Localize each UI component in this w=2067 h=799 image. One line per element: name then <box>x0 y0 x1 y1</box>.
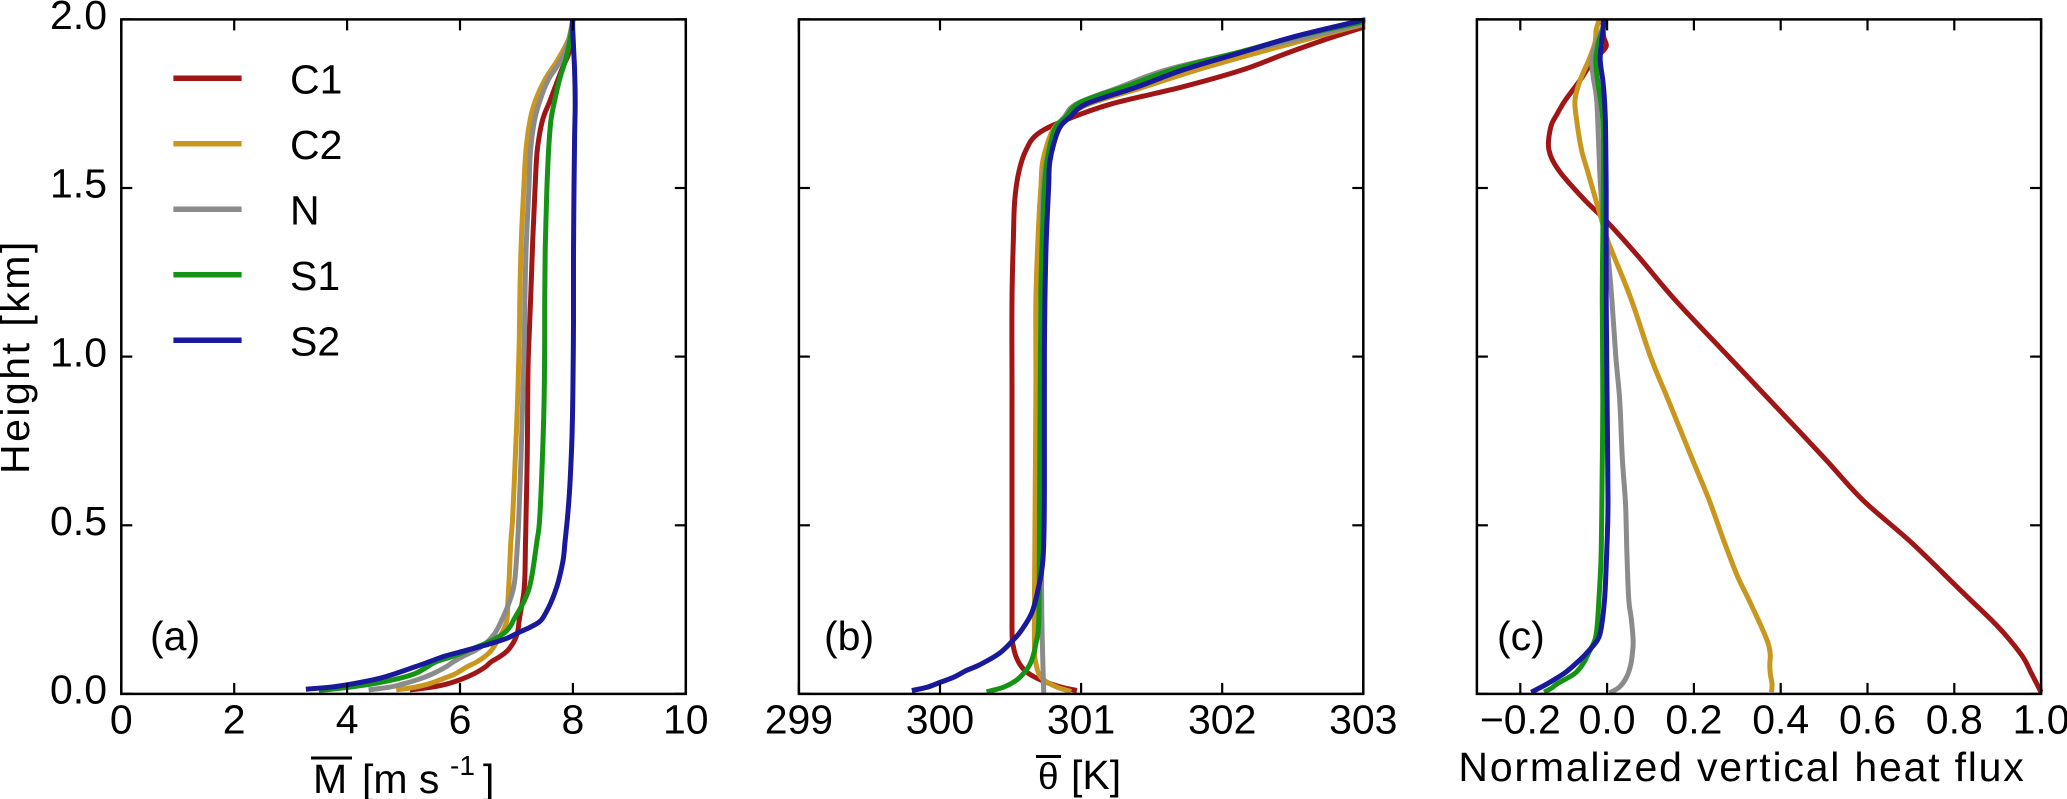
svg-text:C1: C1 <box>290 56 342 102</box>
svg-text:-1: -1 <box>450 750 475 781</box>
svg-text:0.5: 0.5 <box>50 498 107 544</box>
svg-text:Normalized vertical heat flux: Normalized vertical heat flux <box>1458 744 2025 790</box>
svg-text:S1: S1 <box>290 253 340 299</box>
svg-text:8: 8 <box>561 697 584 743</box>
svg-text:C2: C2 <box>290 122 342 168</box>
svg-text:S2: S2 <box>290 318 340 364</box>
svg-text:4: 4 <box>336 697 359 743</box>
svg-text:300: 300 <box>906 697 974 743</box>
svg-text:301: 301 <box>1047 697 1115 743</box>
svg-text:N: N <box>290 187 320 233</box>
svg-text:[m s: [m s <box>362 756 439 799</box>
svg-text:θ: θ <box>1038 756 1059 797</box>
svg-text:0.8: 0.8 <box>1926 697 1983 743</box>
svg-text:M: M <box>313 756 347 799</box>
svg-text:0.2: 0.2 <box>1665 697 1722 743</box>
svg-text:0.6: 0.6 <box>1839 697 1896 743</box>
svg-text:299: 299 <box>765 697 833 743</box>
svg-text:10: 10 <box>663 697 709 743</box>
svg-text:1.0: 1.0 <box>50 329 107 375</box>
svg-text:(c): (c) <box>1497 613 1545 659</box>
svg-text:0.4: 0.4 <box>1752 697 1809 743</box>
svg-text:2: 2 <box>223 697 246 743</box>
svg-text:(a): (a) <box>150 613 200 659</box>
svg-text:1.5: 1.5 <box>50 161 107 207</box>
svg-text:1.0: 1.0 <box>2013 697 2067 743</box>
svg-text:6: 6 <box>449 697 472 743</box>
svg-text:303: 303 <box>1329 697 1397 743</box>
svg-text:0: 0 <box>110 697 133 743</box>
svg-text:[K]: [K] <box>1071 752 1121 798</box>
svg-text:(b): (b) <box>824 613 874 659</box>
svg-text:−0.2: −0.2 <box>1480 697 1561 743</box>
svg-text:302: 302 <box>1188 697 1256 743</box>
svg-text:0.0: 0.0 <box>50 667 107 713</box>
svg-text:0.0: 0.0 <box>1579 697 1636 743</box>
svg-text:2.0: 2.0 <box>50 0 107 38</box>
svg-text:]: ] <box>483 756 494 799</box>
svg-text:Height [km]: Height [km] <box>0 239 38 474</box>
